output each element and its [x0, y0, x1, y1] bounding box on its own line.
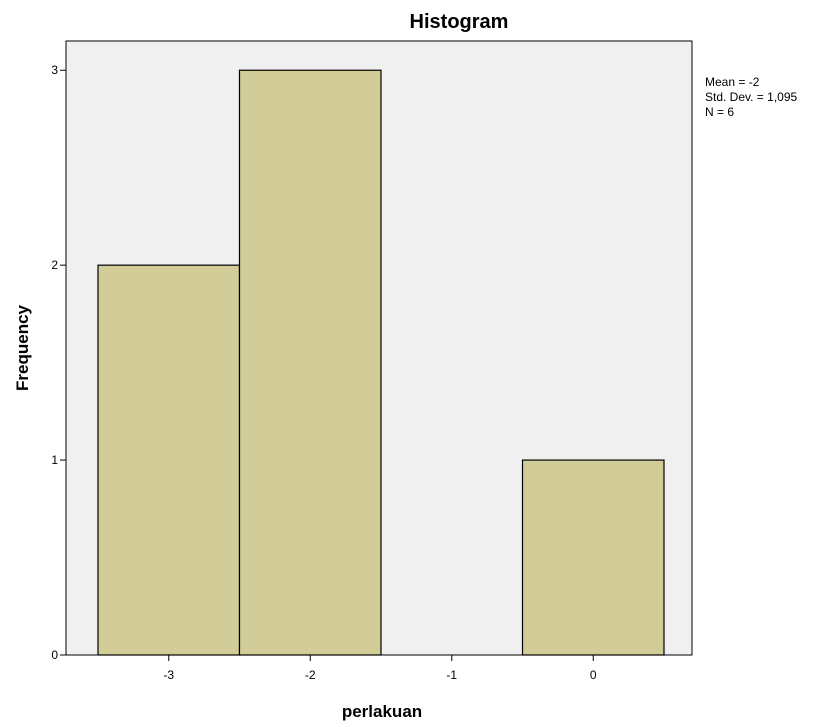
y-tick-label: 0 — [51, 648, 58, 662]
x-tick-label: 0 — [590, 668, 597, 682]
x-axis-title: perlakuan — [342, 702, 422, 721]
histogram-bar--2 — [238, 69, 382, 656]
stats-std-dev: Std. Dev. = 1,095 — [705, 90, 797, 104]
y-axis: 0 1 2 3 — [51, 63, 66, 662]
x-tick-label: -1 — [446, 668, 457, 682]
histogram-bar-0 — [521, 459, 665, 656]
chart-title: Histogram — [410, 11, 509, 33]
y-tick-label: 2 — [51, 258, 58, 272]
y-tick-label: 1 — [51, 453, 58, 467]
y-tick-label: 3 — [51, 63, 58, 77]
x-axis: -3 -2 -1 0 — [163, 655, 597, 682]
x-tick-label: -2 — [305, 668, 316, 682]
stats-n: N = 6 — [705, 105, 734, 119]
bars-group — [97, 69, 665, 656]
histogram-bar--3 — [97, 264, 241, 656]
y-axis-title: Frequency — [13, 304, 32, 391]
stats-mean: Mean = -2 — [705, 75, 760, 89]
x-tick-label: -3 — [163, 668, 174, 682]
